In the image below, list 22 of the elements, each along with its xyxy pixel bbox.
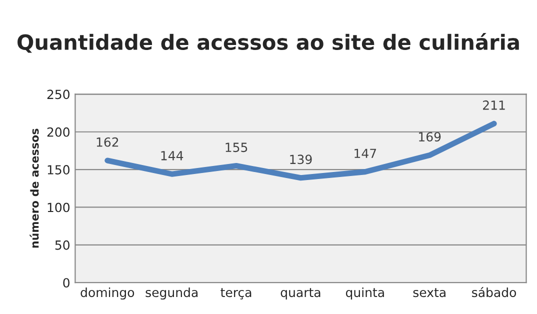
data-label: 139	[290, 154, 312, 164]
x-tick-label: segunda	[146, 287, 198, 300]
y-tick-label: 250	[47, 90, 70, 100]
y-tick-label: 200	[47, 127, 70, 137]
y-tick-label: 150	[48, 165, 70, 174]
data-label: 169	[419, 132, 441, 142]
y-tick-label: 0	[63, 278, 70, 288]
data-label: 147	[354, 148, 376, 158]
y-tick-label: 100	[48, 202, 70, 212]
y-axis-title: número de acessos	[30, 128, 39, 248]
x-tick-label: sexta	[413, 288, 446, 298]
y-tick-label: 50	[55, 240, 70, 250]
chart-title: Quantidade de acessos ao site de culinária	[18, 33, 519, 53]
data-label: 144	[161, 151, 184, 160]
x-tick-label: quarta	[280, 288, 320, 300]
x-tick-label: terça	[220, 288, 252, 300]
x-tick-label: sábado	[472, 286, 516, 298]
x-tick-label: quinta	[346, 287, 384, 300]
data-label: 211	[483, 100, 505, 110]
x-tick-label: domingo	[80, 287, 134, 300]
data-label: 162	[96, 137, 118, 147]
data-label: 155	[226, 142, 248, 152]
